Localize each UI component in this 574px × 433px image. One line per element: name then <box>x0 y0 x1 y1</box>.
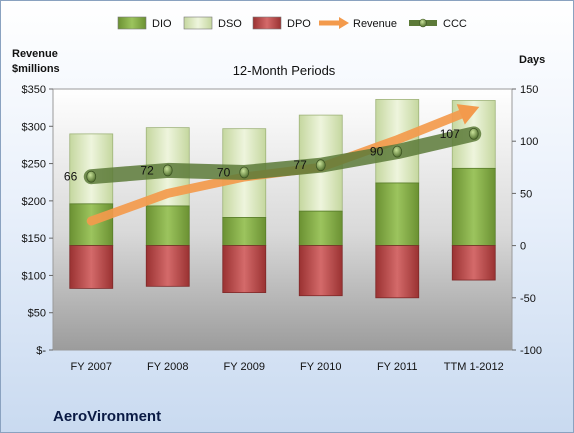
x-axis: FY 2007 FY 2008 FY 2009 FY 2010 FY 2011 TTM 1… <box>71 361 504 373</box>
right-tick-label: -50 <box>520 293 536 305</box>
legend-dio-swatch <box>117 16 147 30</box>
dpo-bar <box>222 245 267 293</box>
ccc-point <box>162 164 173 177</box>
legend-ccc-dot <box>419 18 427 28</box>
x-tick-label: FY 2009 <box>224 361 265 373</box>
ccc-point <box>86 170 97 183</box>
dio-bar <box>222 217 267 247</box>
plot-area <box>52 88 513 351</box>
x-tick-label: FY 2010 <box>300 361 341 373</box>
legend-label: DIO <box>152 18 172 30</box>
left-axis: $- $50 $100 $150 $200 $250 $300 $350 <box>22 84 53 357</box>
left-tick-label: $- <box>36 345 46 357</box>
legend-label: CCC <box>443 18 467 30</box>
dio-bar <box>451 167 496 246</box>
ccc-line <box>83 126 482 185</box>
ccc-data-label: 107 <box>440 127 460 141</box>
ccc-point <box>468 127 479 140</box>
chart-title: 12-Month Periods <box>233 63 336 78</box>
ccc-data-label: 72 <box>140 163 154 177</box>
right-axis-title: Days <box>519 54 545 66</box>
legend-dso-swatch <box>183 16 213 30</box>
left-tick-label: $350 <box>22 84 46 96</box>
x-tick-label: FY 2011 <box>377 361 418 373</box>
right-tick-label: 150 <box>520 84 538 96</box>
ccc-point <box>392 145 403 158</box>
left-tick-label: $100 <box>22 270 46 282</box>
dio-bar <box>375 182 420 247</box>
right-axis: -100 -50 0 50 100 150 <box>512 84 542 357</box>
ccc-point <box>315 159 326 172</box>
right-tick-label: 100 <box>520 136 538 148</box>
legend-label: Revenue <box>353 18 397 30</box>
dpo-bar <box>451 245 496 281</box>
right-tick-label: 0 <box>520 241 526 253</box>
revenue-arrowhead <box>456 104 480 125</box>
dpo-bar <box>145 245 190 287</box>
legend-label: DPO <box>287 18 311 30</box>
x-tick-label: FY 2008 <box>147 361 188 373</box>
legend-label: DSO <box>218 18 242 30</box>
dpo-bar <box>298 245 343 297</box>
x-tick-label: FY 2007 <box>71 361 112 373</box>
dpo-bar <box>69 245 114 289</box>
legend: DIO DSO DPO Revenue CCC <box>117 16 467 30</box>
dio-bar <box>145 205 190 246</box>
ccc-data-label: 66 <box>64 170 78 184</box>
left-tick-label: $250 <box>22 159 46 171</box>
ccc-series: 66 72 70 77 90 107 <box>64 126 482 185</box>
ccc-data-label: 77 <box>293 158 307 172</box>
left-tick-label: $50 <box>28 308 46 320</box>
ccc-data-label: 90 <box>370 145 384 159</box>
dio-bar <box>298 210 343 246</box>
dpo-bar <box>375 245 420 299</box>
right-tick-label: 50 <box>520 188 532 200</box>
legend-revenue-arrow <box>339 17 349 29</box>
right-tick-label: -100 <box>520 345 542 357</box>
left-tick-label: $150 <box>22 233 46 245</box>
left-tick-label: $200 <box>22 196 46 208</box>
left-axis-title: Revenue $millions <box>12 48 60 75</box>
left-tick-label: $300 <box>22 121 46 133</box>
company-name: AeroVironment <box>53 408 161 425</box>
ccc-point <box>239 166 250 179</box>
legend-dpo-swatch <box>252 16 282 30</box>
x-tick-label: TTM 1-2012 <box>444 361 504 373</box>
ccc-data-label: 70 <box>217 166 231 180</box>
